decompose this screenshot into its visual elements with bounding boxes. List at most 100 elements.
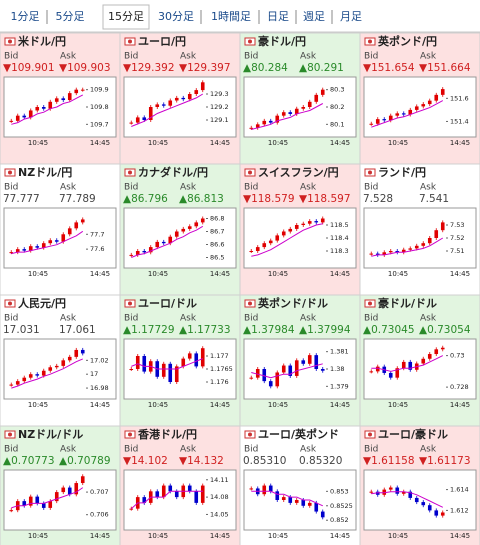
candle bbox=[168, 236, 173, 244]
ask-value: ▲86.813 bbox=[179, 193, 224, 205]
y-tick-label: 17.02 bbox=[90, 356, 109, 364]
candle bbox=[288, 112, 293, 114]
tab[interactable]: 日足 bbox=[267, 10, 289, 23]
candle bbox=[28, 496, 33, 506]
tab[interactable]: 30分足 bbox=[158, 10, 194, 23]
x-tick-label: 14:45 bbox=[90, 270, 110, 278]
candle bbox=[194, 491, 199, 503]
x-tick-label: 10:45 bbox=[268, 139, 288, 147]
flag-mark bbox=[248, 301, 252, 306]
moving-average bbox=[251, 103, 324, 130]
pair-name[interactable]: ユーロ/豪ドル bbox=[378, 427, 448, 441]
ask-value: ▲0.70789 bbox=[59, 455, 111, 467]
candle bbox=[262, 243, 267, 248]
candle bbox=[369, 371, 374, 373]
candle bbox=[320, 89, 325, 95]
candle bbox=[54, 240, 59, 242]
candle bbox=[187, 226, 192, 229]
y-tick-label: 118.4 bbox=[330, 234, 349, 242]
candle bbox=[168, 363, 173, 382]
x-tick-label: 14:45 bbox=[450, 270, 470, 278]
pair-name[interactable]: 英ポンド/ドル bbox=[257, 296, 328, 310]
pair-name[interactable]: ユーロ/円 bbox=[138, 35, 186, 48]
bid-value: ▼1.61158 bbox=[363, 455, 415, 467]
candle bbox=[314, 355, 319, 369]
moving-average bbox=[251, 490, 324, 507]
candle bbox=[187, 94, 192, 100]
candle bbox=[142, 251, 147, 253]
ask-value: ▼1.61173 bbox=[419, 455, 471, 467]
bid-label: Bid bbox=[364, 183, 378, 193]
candle bbox=[41, 370, 46, 376]
tab[interactable]: 1分足 bbox=[11, 10, 40, 23]
ask-label: Ask bbox=[180, 445, 197, 455]
candle bbox=[194, 90, 199, 94]
pair-name[interactable]: 人民元/円 bbox=[18, 296, 66, 310]
pair-name[interactable]: 豪ドル/円 bbox=[258, 34, 306, 48]
bid-value: ▲1.17729 bbox=[123, 324, 175, 336]
candle bbox=[375, 253, 380, 255]
candle bbox=[255, 369, 260, 378]
pair-name[interactable]: ランド/円 bbox=[378, 166, 426, 179]
candle bbox=[388, 487, 393, 490]
candle bbox=[408, 361, 413, 370]
candle bbox=[369, 253, 374, 255]
candle bbox=[249, 127, 254, 129]
tab[interactable]: 5分足 bbox=[56, 10, 85, 23]
ask-value: ▲80.291 bbox=[299, 62, 344, 74]
moving-average bbox=[11, 230, 84, 255]
candle bbox=[320, 218, 325, 223]
y-tick-label: 1.176 bbox=[210, 378, 229, 386]
candle bbox=[434, 230, 439, 238]
x-tick-label: 10:45 bbox=[148, 401, 168, 409]
ask-value: ▲1.17733 bbox=[179, 324, 231, 336]
ask-label: Ask bbox=[420, 183, 437, 193]
pair-name[interactable]: スイスフラン/円 bbox=[258, 166, 339, 179]
pair-name[interactable]: ユーロ/英ポンド bbox=[258, 427, 339, 441]
pair-name[interactable]: 豪ドル/ドル bbox=[378, 296, 437, 310]
y-tick-label: 86.7 bbox=[210, 228, 224, 236]
tab[interactable]: 15分足 bbox=[108, 10, 144, 23]
pair-name[interactable]: カナダドル/円 bbox=[138, 165, 208, 179]
candle bbox=[48, 501, 53, 508]
pair-name[interactable]: 香港ドル/円 bbox=[137, 427, 197, 441]
ask-value: ▼118.597 bbox=[299, 193, 351, 205]
candle bbox=[15, 249, 20, 253]
y-tick-label: 7.51 bbox=[450, 247, 464, 255]
x-tick-label: 10:45 bbox=[388, 139, 408, 147]
flag-mark bbox=[248, 170, 252, 175]
pair-name[interactable]: 英ポンド/円 bbox=[377, 34, 437, 48]
moving-average bbox=[11, 358, 83, 389]
candle bbox=[129, 369, 134, 370]
bid-label: Bid bbox=[244, 314, 258, 324]
bid-value: ▲0.73045 bbox=[363, 324, 415, 336]
y-tick-label: 86.8 bbox=[210, 215, 224, 223]
candle bbox=[67, 93, 72, 101]
moving-average bbox=[131, 358, 203, 370]
candle bbox=[174, 97, 179, 101]
x-tick-label: 14:45 bbox=[210, 401, 230, 409]
pair-name[interactable]: 米ドル/円 bbox=[17, 34, 66, 48]
tab[interactable]: 月足 bbox=[340, 10, 362, 23]
y-tick-label: 77.6 bbox=[90, 245, 104, 253]
candle bbox=[194, 353, 199, 367]
candle bbox=[262, 485, 267, 495]
pair-name[interactable]: ユーロ/ドル bbox=[138, 297, 197, 310]
tab[interactable]: 1時間足 bbox=[211, 10, 251, 23]
candle bbox=[375, 366, 380, 372]
y-tick-label: 0.8525 bbox=[330, 502, 353, 510]
moving-average bbox=[251, 223, 323, 257]
pair-name[interactable]: NZドル/円 bbox=[18, 166, 72, 179]
bid-value: ▼109.901 bbox=[3, 62, 55, 74]
y-tick-label: 151.6 bbox=[450, 94, 469, 102]
y-tick-label: 0.853 bbox=[330, 487, 349, 495]
y-tick-label: 86.6 bbox=[210, 241, 224, 249]
tab[interactable]: 週足 bbox=[303, 10, 325, 23]
pair-name[interactable]: NZドル/ドル bbox=[18, 428, 83, 441]
chart-box bbox=[3, 76, 117, 138]
y-tick-label: 7.52 bbox=[450, 234, 464, 242]
moving-average bbox=[131, 93, 204, 127]
candle bbox=[427, 505, 432, 511]
bid-label: Bid bbox=[364, 314, 378, 324]
candle bbox=[395, 113, 400, 116]
